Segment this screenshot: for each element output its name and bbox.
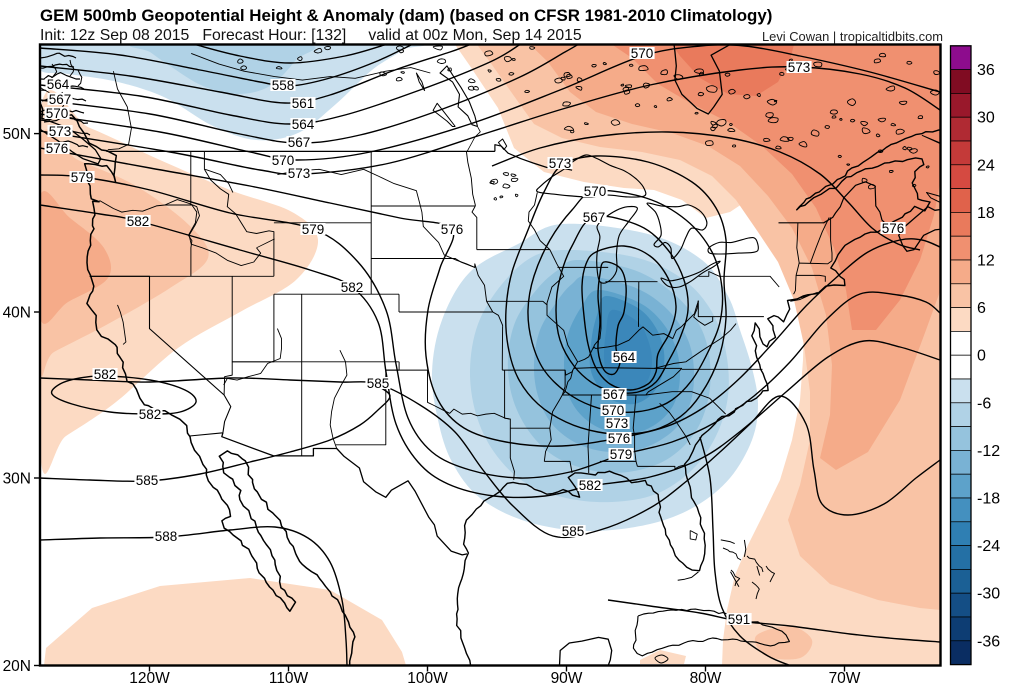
svg-text:576: 576 bbox=[608, 431, 631, 446]
svg-text:570: 570 bbox=[602, 403, 625, 418]
svg-text:-18: -18 bbox=[977, 491, 1000, 508]
svg-text:24: 24 bbox=[977, 157, 995, 174]
svg-text:591: 591 bbox=[728, 612, 751, 627]
svg-text:18: 18 bbox=[977, 205, 995, 222]
svg-text:561: 561 bbox=[292, 96, 315, 111]
svg-text:567: 567 bbox=[603, 387, 626, 402]
svg-text:582: 582 bbox=[341, 280, 364, 295]
svg-text:558: 558 bbox=[272, 78, 295, 93]
svg-text:12: 12 bbox=[977, 253, 995, 270]
svg-text:564: 564 bbox=[613, 350, 636, 365]
svg-text:567: 567 bbox=[49, 92, 72, 107]
svg-text:585: 585 bbox=[136, 473, 159, 488]
svg-text:-30: -30 bbox=[977, 586, 1000, 603]
svg-text:576: 576 bbox=[441, 222, 464, 237]
svg-text:50N: 50N bbox=[3, 126, 31, 143]
svg-text:-24: -24 bbox=[977, 538, 1000, 555]
svg-text:576: 576 bbox=[46, 141, 69, 156]
svg-text:585: 585 bbox=[367, 376, 390, 391]
svg-text:567: 567 bbox=[288, 135, 311, 150]
svg-text:573: 573 bbox=[288, 166, 311, 181]
svg-text:579: 579 bbox=[71, 170, 94, 185]
svg-text:6: 6 bbox=[977, 300, 986, 317]
svg-text:588: 588 bbox=[155, 529, 178, 544]
svg-text:20N: 20N bbox=[3, 658, 31, 675]
svg-text:564: 564 bbox=[47, 77, 70, 92]
svg-text:582: 582 bbox=[94, 367, 117, 382]
svg-text:80W: 80W bbox=[690, 670, 722, 687]
svg-text:573: 573 bbox=[606, 416, 629, 431]
svg-text:570: 570 bbox=[631, 46, 654, 61]
svg-text:579: 579 bbox=[302, 222, 325, 237]
svg-text:573: 573 bbox=[49, 124, 72, 139]
svg-text:582: 582 bbox=[139, 407, 162, 422]
svg-text:90W: 90W bbox=[551, 670, 583, 687]
svg-text:120W: 120W bbox=[129, 670, 170, 687]
svg-text:0: 0 bbox=[977, 348, 986, 365]
svg-text:110W: 110W bbox=[269, 670, 309, 687]
svg-text:-12: -12 bbox=[977, 443, 1000, 460]
svg-text:36: 36 bbox=[977, 62, 995, 79]
svg-text:100W: 100W bbox=[407, 670, 448, 687]
svg-text:573: 573 bbox=[549, 156, 572, 171]
svg-text:570: 570 bbox=[46, 106, 69, 121]
svg-text:579: 579 bbox=[610, 447, 633, 462]
svg-text:585: 585 bbox=[562, 524, 585, 539]
svg-text:30: 30 bbox=[977, 110, 995, 127]
svg-text:570: 570 bbox=[272, 153, 295, 168]
svg-text:582: 582 bbox=[579, 478, 602, 493]
svg-text:564: 564 bbox=[292, 117, 315, 132]
svg-text:582: 582 bbox=[127, 214, 150, 229]
svg-text:-6: -6 bbox=[977, 395, 991, 412]
svg-text:-36: -36 bbox=[977, 633, 1000, 650]
svg-text:40N: 40N bbox=[3, 305, 31, 322]
svg-text:567: 567 bbox=[583, 210, 606, 225]
svg-text:70W: 70W bbox=[829, 670, 861, 687]
svg-text:573: 573 bbox=[788, 60, 811, 75]
svg-text:576: 576 bbox=[882, 221, 905, 236]
svg-text:570: 570 bbox=[584, 184, 607, 199]
svg-text:30N: 30N bbox=[3, 471, 31, 488]
